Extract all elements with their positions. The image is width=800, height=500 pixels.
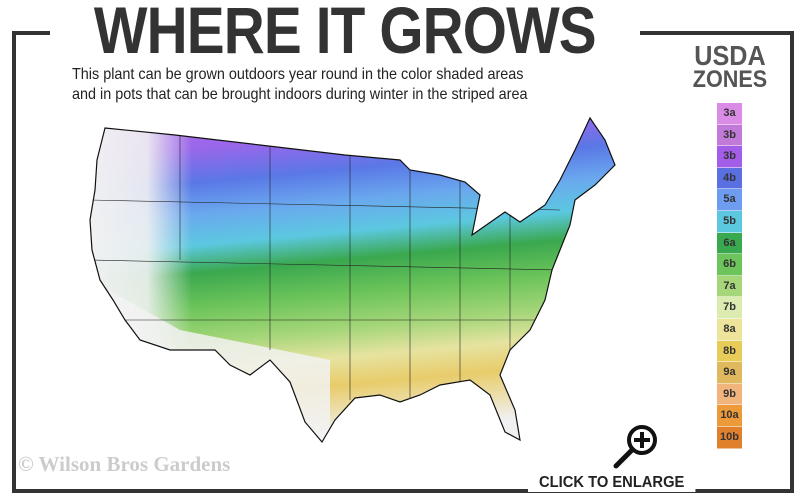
subtitle-line-1: This plant can be grown outdoors year ro… [72, 66, 524, 83]
legend-zone-7b: 7b [717, 297, 742, 319]
page-title-box: WHERE IT GROWS [50, 0, 640, 67]
legend-zone-10a: 10a [717, 405, 742, 427]
copyright-watermark: © Wilson Bros Gardens [18, 452, 231, 476]
legend-zone-3b: 3b [717, 124, 742, 147]
legend-zone-6a: 6a [717, 232, 742, 255]
legend-zone-8b: 8b [717, 340, 742, 363]
page-title: WHERE IT GROWS [94, 0, 597, 67]
subtitle-line-2: and in pots that can be brought indoors … [72, 86, 528, 103]
legend-zone-5b: 5b [717, 210, 742, 233]
zone-shading [90, 118, 615, 442]
zone-legend: 3a 3b 3b 4b 5a 5b 6a 6b 7a 7b 8a 8b 9a 9b 10a 10b [717, 103, 742, 449]
legend-zone-8a: 8a [717, 318, 742, 341]
legend-zone-9b: 9b [717, 383, 742, 406]
click-to-enlarge-button[interactable]: CLICK TO ENLARGE [528, 474, 696, 492]
subtitle: This plant can be grown outdoors year ro… [72, 65, 527, 105]
legend-title-line1: USDA [694, 40, 766, 71]
legend-zone-5a: 5a [717, 189, 742, 211]
legend-zone-10b: 10b [717, 426, 742, 449]
legend-zone-3b: 3b [717, 146, 742, 168]
legend-zone-3a: 3a [717, 103, 742, 125]
legend-title-line2: ZONES [692, 66, 768, 93]
zoom-in-magnifier-icon[interactable] [608, 420, 664, 472]
legend-zone-9a: 9a [717, 362, 742, 384]
legend-zone-6b: 6b [717, 254, 742, 276]
legend-zone-4b: 4b [717, 167, 742, 190]
state-borders [90, 130, 561, 400]
legend-title: USDA ZONES [672, 40, 788, 93]
legend-zone-7a: 7a [717, 275, 742, 298]
